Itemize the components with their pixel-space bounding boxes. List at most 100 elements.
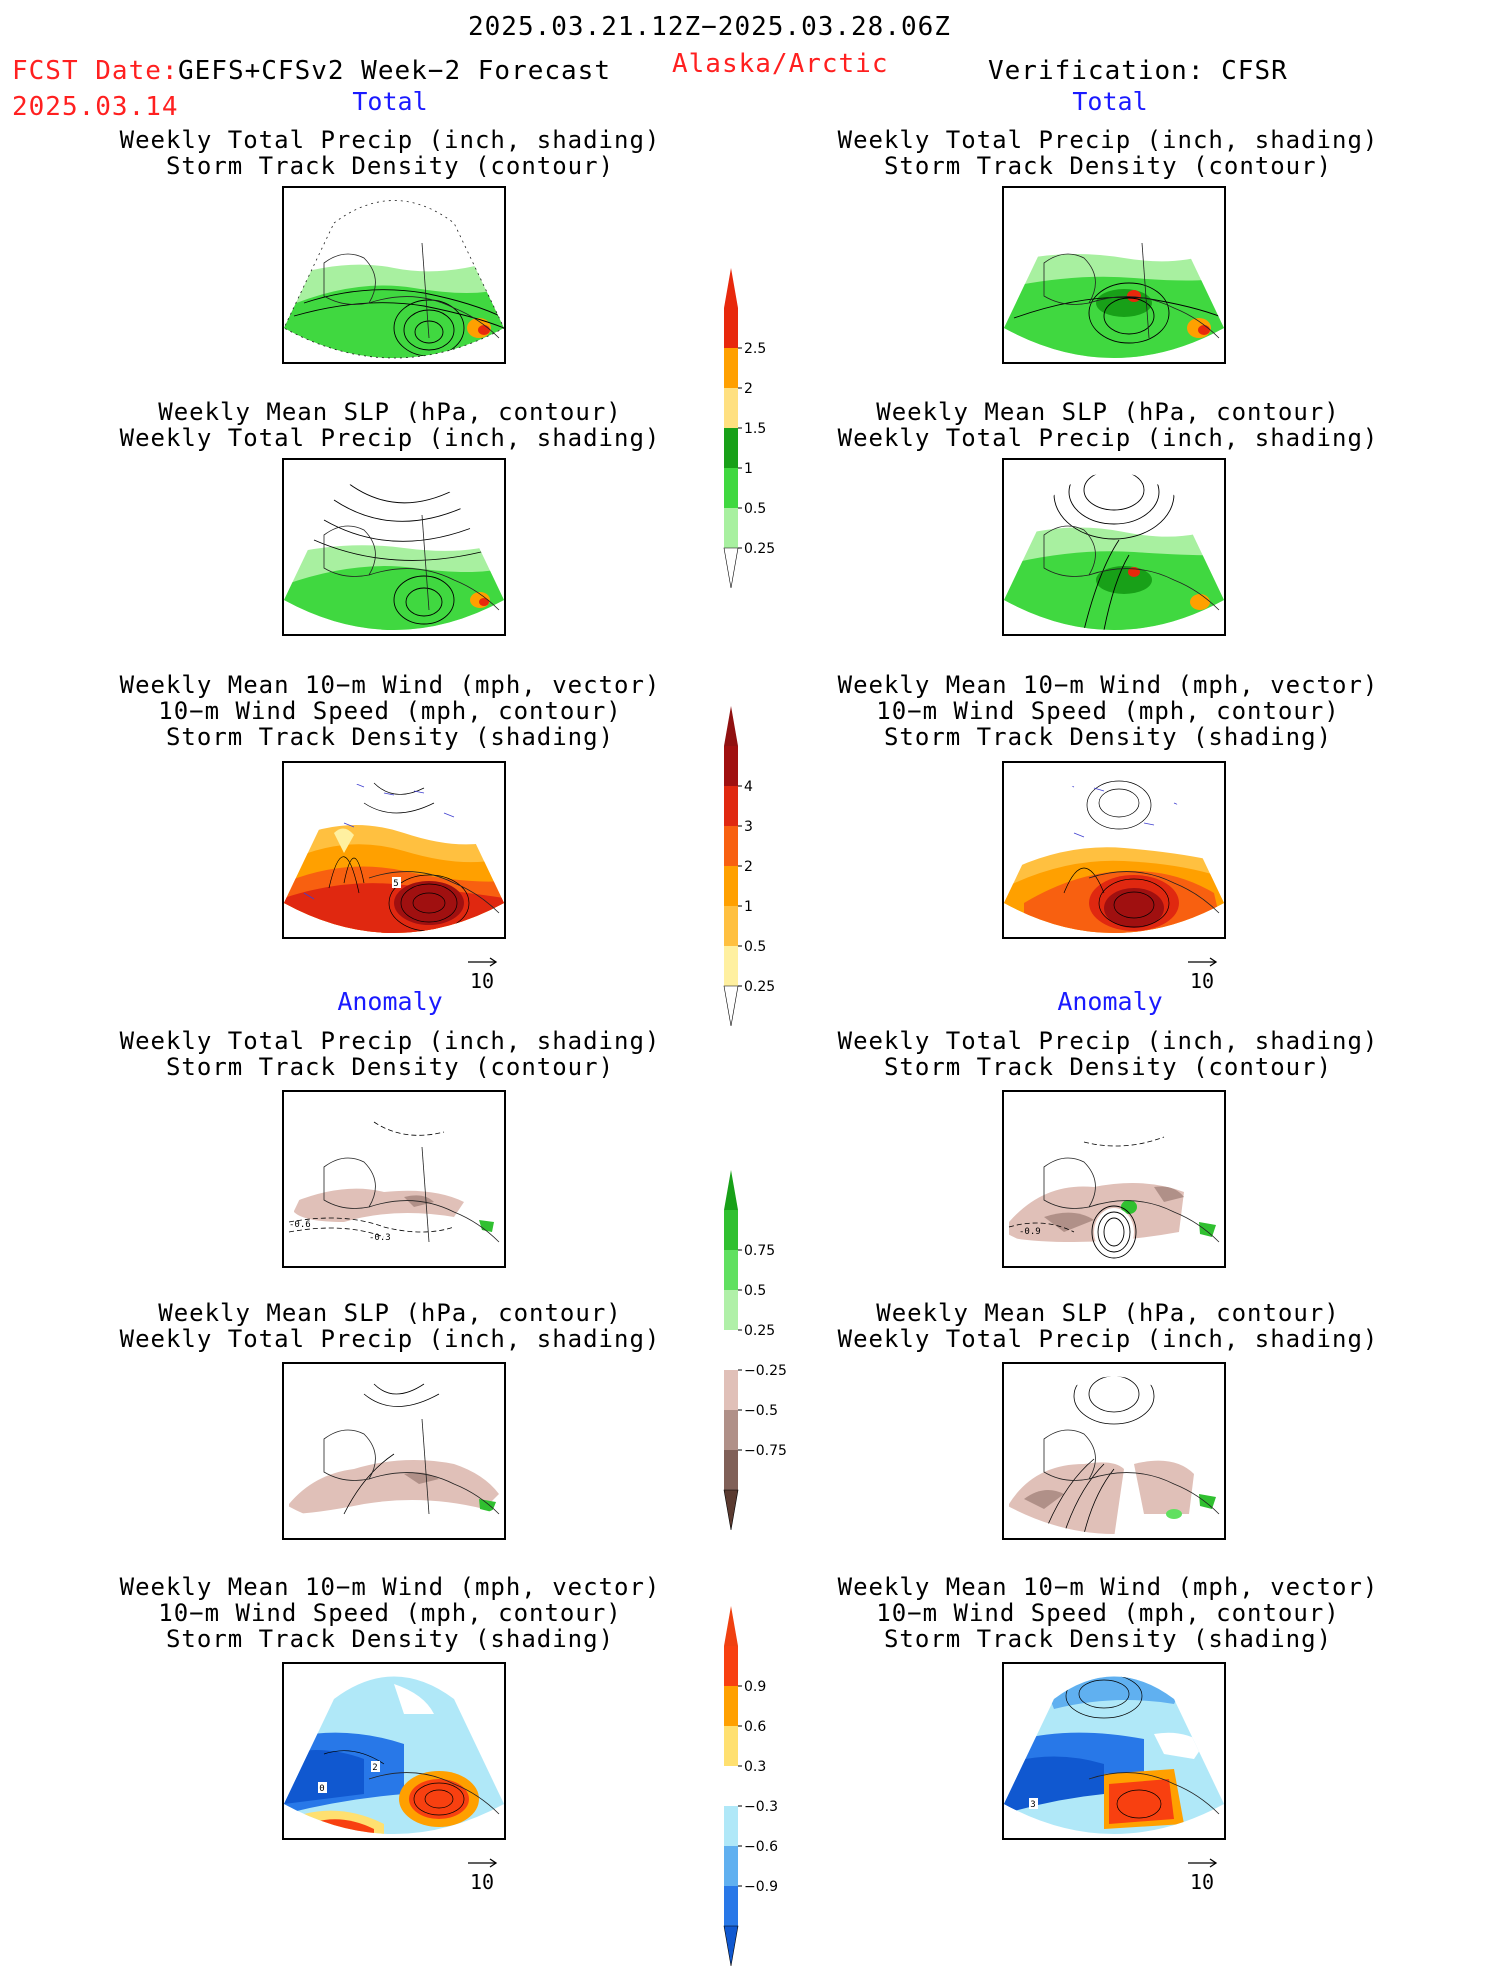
vector-arrow-icon <box>1188 1858 1218 1868</box>
colorbar-segment <box>724 1846 738 1886</box>
vector-ref-label: 10 <box>1189 969 1215 993</box>
colorbar-label: 0.75 <box>744 1243 775 1259</box>
colorbar-tip-bottom <box>723 1925 739 1966</box>
vector-ref-verif-anom: 10 <box>1182 1856 1222 1894</box>
colorbar-segment <box>724 946 738 986</box>
contour-label: 3 <box>1030 1800 1035 1810</box>
colorbar-segment <box>724 1410 738 1450</box>
vector-ref-fcst-anom: 10 <box>462 1856 502 1894</box>
colorbar-label: 0.5 <box>744 501 766 517</box>
panel-title-verif-anom-precip: Weekly Total Precip (inch, shading) Stor… <box>808 1028 1408 1080</box>
vector-ref-label: 10 <box>469 1870 495 1894</box>
colorbar-tip-bottom <box>723 1489 739 1531</box>
colorbar-label: 2.5 <box>744 341 766 357</box>
title-line: Weekly Total Precip (inch, shading) <box>119 424 661 452</box>
colorbar-segment <box>724 1686 738 1726</box>
title-line: 10−m Wind Speed (mph, contour) <box>876 1599 1340 1627</box>
colorbar-tip-bottom <box>723 547 739 589</box>
map-fcst-anom-wind-svg: 2 0 <box>284 1676 504 1834</box>
panel-title-fcst-total-slp: Weekly Mean SLP (hPa, contour) Weekly To… <box>90 399 690 451</box>
colorbar-label: 0.9 <box>744 1679 766 1695</box>
colorbar-segment <box>724 826 738 866</box>
colorbar-label: 1 <box>744 899 753 915</box>
title-line: Weekly Total Precip (inch, shading) <box>837 126 1379 154</box>
map-fcst-anom-precip: -0.6 -0.3 <box>282 1090 506 1268</box>
colorbar-label: −0.6 <box>744 1839 778 1855</box>
colorbar-tip-bottom <box>723 985 739 1027</box>
panel-title-verif-total-slp: Weekly Mean SLP (hPa, contour) Weekly To… <box>808 399 1408 451</box>
colorbar-label: −0.9 <box>744 1879 778 1895</box>
colorbar-label: 0.5 <box>744 1283 766 1299</box>
map-fcst-total-slp-svg <box>284 479 504 630</box>
title-line: Weekly Mean SLP (hPa, contour) <box>876 398 1340 426</box>
date-range-title: 2025.03.21.12Z−2025.03.28.06Z <box>468 12 951 42</box>
colorbar-label: 3 <box>744 819 753 835</box>
colorbar-label: 4 <box>744 779 753 795</box>
title-line: Storm Track Density (contour) <box>883 1053 1333 1081</box>
colorbar-segment <box>724 508 738 548</box>
map-fcst-total-precip-svg <box>284 200 504 359</box>
colorbar-label: 2 <box>744 859 753 875</box>
contour-label: -0.6 <box>289 1220 311 1230</box>
section-anomaly-left: Anomaly <box>337 987 443 1016</box>
colorbar-segment <box>724 428 738 468</box>
colorbar-label: 1.5 <box>744 421 766 437</box>
colorbar-segment <box>724 1210 738 1250</box>
colorbar-label: 0.25 <box>744 979 775 995</box>
map-verif-anom-wind-svg: 3 <box>1004 1676 1224 1834</box>
colorbar-tip-top <box>724 1606 738 1646</box>
colorbar-segment <box>724 1450 738 1490</box>
section-total-left: Total <box>352 87 428 116</box>
fcst-date-value: 2025.03.14 <box>12 92 179 122</box>
map-fcst-total-precip <box>282 186 506 364</box>
colorbar-segment <box>724 1370 738 1410</box>
contour-label: -0.3 <box>369 1233 391 1243</box>
map-fcst-anom-precip-svg: -0.6 -0.3 <box>288 1121 500 1243</box>
title-line: Storm Track Density (contour) <box>165 152 615 180</box>
map-verif-total-wind-svg <box>1004 780 1224 933</box>
colorbar-label: 1 <box>744 461 753 477</box>
storm-anom-colorbar-svg: 0.9 0.6 0.3 −0.3 −0.6 −0.9 <box>723 1606 778 1966</box>
section-total-right: Total <box>1072 87 1148 116</box>
map-verif-total-slp <box>1002 458 1226 636</box>
verification-title: Verification: CFSR <box>988 56 1288 86</box>
panel-title-verif-anom-slp: Weekly Mean SLP (hPa, contour) Weekly To… <box>808 1300 1408 1352</box>
vector-arrow-icon <box>468 1858 498 1868</box>
model-title: GEFS+CFSv2 Week−2 Forecast <box>178 56 611 86</box>
vector-ref-fcst-total: 10 <box>462 955 502 993</box>
precip-anom-colorbar-svg: 0.75 0.5 0.25 −0.25 −0.5 −0.75 <box>723 1170 787 1531</box>
colorbar-tip-top <box>724 706 738 746</box>
colorbar-segment <box>724 468 738 508</box>
map-verif-anom-precip: -0.9 <box>1002 1090 1226 1268</box>
colorbar-segment <box>724 1806 738 1846</box>
map-fcst-anom-slp-svg <box>289 1383 500 1515</box>
colorbar-label: −0.75 <box>744 1443 787 1459</box>
title-line: Storm Track Density (shading) <box>165 1625 615 1653</box>
title-line: Weekly Mean SLP (hPa, contour) <box>158 398 622 426</box>
map-fcst-total-slp <box>282 458 506 636</box>
title-line: Weekly Mean 10−m Wind (mph, vector) <box>119 1573 661 1601</box>
vector-ref-label: 10 <box>1189 1870 1215 1894</box>
title-line: 10−m Wind Speed (mph, contour) <box>158 1599 622 1627</box>
colorbar-label: −0.3 <box>744 1799 778 1815</box>
panel-title-fcst-anom-precip: Weekly Total Precip (inch, shading) Stor… <box>90 1028 690 1080</box>
colorbar-label: 0.3 <box>744 1759 766 1775</box>
colorbar-label: 2 <box>744 381 753 397</box>
colorbar-label: 0.6 <box>744 1719 766 1735</box>
title-line: Weekly Mean 10−m Wind (mph, vector) <box>119 671 661 699</box>
panel-title-fcst-anom-wind: Weekly Mean 10−m Wind (mph, vector) 10−m… <box>90 1574 690 1652</box>
title-line: Weekly Total Precip (inch, shading) <box>837 424 1379 452</box>
panel-title-verif-total-wind: Weekly Mean 10−m Wind (mph, vector) 10−m… <box>808 672 1408 750</box>
colorbar-segment <box>724 308 738 348</box>
region-title: Alaska/Arctic <box>672 49 889 79</box>
colorbar-segment <box>724 746 738 786</box>
colorbar-segment <box>724 1250 738 1290</box>
title-line: Weekly Total Precip (inch, shading) <box>119 126 661 154</box>
map-fcst-anom-wind: 2 0 <box>282 1662 506 1840</box>
colorbar-segment <box>724 1646 738 1686</box>
title-line: Storm Track Density (contour) <box>883 152 1333 180</box>
map-fcst-total-wind-svg: 5 <box>284 782 504 933</box>
map-verif-total-slp-svg <box>1004 472 1224 630</box>
colorbar-segment <box>724 866 738 906</box>
title-line: Weekly Mean SLP (hPa, contour) <box>158 1299 622 1327</box>
